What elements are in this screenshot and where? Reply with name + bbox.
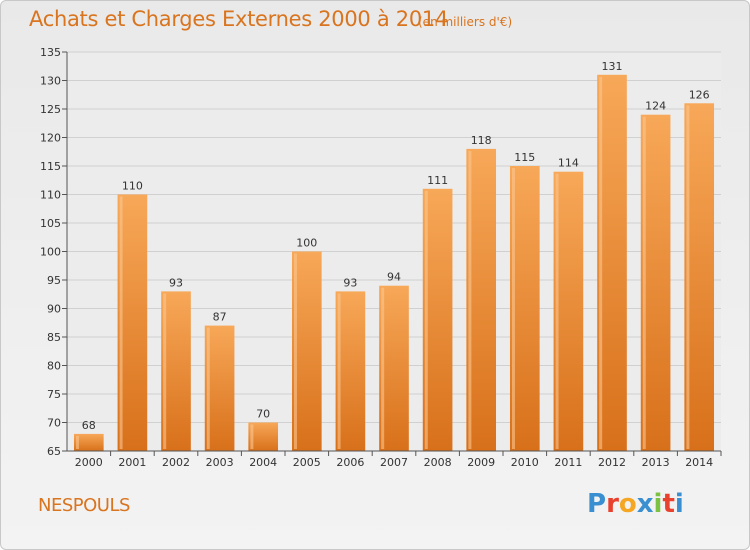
bar-value-label: 70 <box>256 408 270 421</box>
bar-highlight <box>250 424 254 449</box>
bar-highlight <box>293 253 297 449</box>
x-tick-label: 2008 <box>424 456 452 469</box>
bar-highlight <box>337 293 341 449</box>
y-tick-label: 130 <box>40 75 61 88</box>
y-tick-label: 85 <box>47 331 61 344</box>
y-tick-label: 80 <box>47 360 61 373</box>
y-tick-label: 105 <box>40 217 61 230</box>
y-tick-label: 70 <box>47 417 61 430</box>
y-tick-label: 100 <box>40 246 61 259</box>
x-tick-label: 2005 <box>293 456 321 469</box>
x-tick-label: 2002 <box>162 456 190 469</box>
labels: 65 70 75 80 85 90 95 100 105 110 115 120 125 130 135 68… <box>40 46 713 469</box>
bar-highlight <box>75 435 79 449</box>
bar-highlight <box>686 105 690 450</box>
logo-letter: o <box>618 489 637 519</box>
y-tick-label: 125 <box>40 103 61 116</box>
bar-highlight <box>468 150 472 449</box>
logo-letter: r <box>606 489 619 519</box>
x-tick-label: 2012 <box>598 456 626 469</box>
chart-subtitle: (en milliers d'€) <box>418 15 513 29</box>
y-tick-label: 95 <box>47 274 61 287</box>
bar-highlight <box>599 76 603 450</box>
proxiti-logo: Proxiti <box>587 489 684 519</box>
bar-value-label: 115 <box>514 151 535 164</box>
x-tick-label: 2006 <box>336 456 364 469</box>
bar <box>73 433 104 451</box>
logo-letter: i <box>674 489 684 519</box>
logo-letter: t <box>662 489 675 519</box>
y-tick-label: 110 <box>40 189 61 202</box>
bar-value-label: 110 <box>122 180 143 193</box>
bar-highlight <box>642 116 646 449</box>
commune-name: NESPOULS <box>38 495 130 516</box>
x-tick-label: 2011 <box>554 456 582 469</box>
axes <box>62 51 722 456</box>
bar-highlight <box>511 168 515 449</box>
bar-value-label: 118 <box>471 134 492 147</box>
bar-value-label: 111 <box>427 174 448 187</box>
bar-highlight <box>381 287 385 449</box>
bars <box>73 74 715 452</box>
x-tick-label: 2014 <box>685 456 713 469</box>
logo-letter: x <box>636 489 654 519</box>
bar-highlight <box>424 190 428 450</box>
x-tick-label: 2000 <box>75 456 103 469</box>
bar-value-label: 124 <box>645 100 666 113</box>
x-tick-label: 2001 <box>118 456 146 469</box>
bar-value-label: 131 <box>602 60 623 73</box>
y-tick-label: 75 <box>47 388 61 401</box>
bar-value-label: 68 <box>82 419 96 432</box>
bar-value-label: 100 <box>296 237 317 250</box>
x-tick-label: 2003 <box>206 456 234 469</box>
bar-value-label: 94 <box>387 271 401 284</box>
bar-value-label: 114 <box>558 157 579 170</box>
x-tick-label: 2009 <box>467 456 495 469</box>
bar-value-label: 126 <box>689 88 710 101</box>
x-tick-label: 2004 <box>249 456 277 469</box>
x-tick-label: 2010 <box>511 456 539 469</box>
bar-highlight <box>163 293 167 449</box>
bar-value-label: 93 <box>343 276 357 289</box>
bar-highlight <box>119 196 123 449</box>
bar-highlight <box>555 173 559 449</box>
y-tick-label: 120 <box>40 132 61 145</box>
bar-highlight <box>206 327 210 449</box>
logo-letter: P <box>587 489 607 519</box>
x-tick-label: 2007 <box>380 456 408 469</box>
chart-title: Achats et Charges Externes 2000 à 2014 <box>29 7 449 31</box>
y-tick-label: 65 <box>47 445 61 458</box>
bar-value-label: 87 <box>213 311 227 324</box>
y-tick-label: 135 <box>40 46 61 59</box>
y-tick-label: 115 <box>40 160 61 173</box>
logo-letter: i <box>653 489 663 519</box>
x-tick-label: 2013 <box>642 456 670 469</box>
bar-value-label: 93 <box>169 276 183 289</box>
y-tick-label: 90 <box>47 303 61 316</box>
